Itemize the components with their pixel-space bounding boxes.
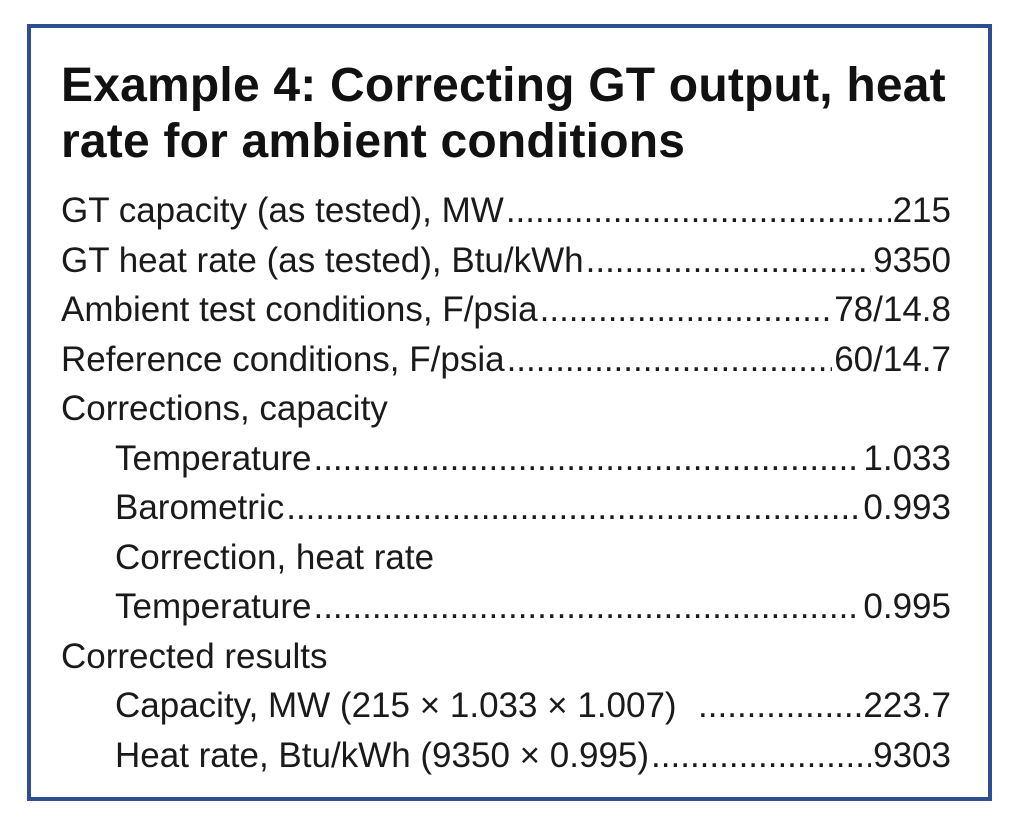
row-ambient-test-conditions: Ambient test conditions, F/psia 78/14.8 [61,285,951,335]
row-label: GT heat rate (as tested), Btu/kWh [61,240,584,280]
row-label: Barometric [115,488,285,527]
dot-leader [698,681,861,731]
row-value: 78/14.8 [834,290,951,329]
row-reference-conditions: Reference conditions, F/psia 60/14.7 [61,335,951,385]
box-title: Example 4: Correcting GT output, heat ra… [61,59,946,168]
row-value: 0.993 [863,488,951,527]
row-capacity-temperature: Temperature 1.033 [61,434,951,484]
row-label: Capacity, MW (215 × 1.033 × 1.007) [115,686,697,725]
dot-leader [313,434,861,484]
row-label: GT capacity (as tested), MW [61,191,504,230]
section-heading: Corrections, capacity [61,389,388,428]
row-value: 0.995 [863,587,951,626]
row-label: Temperature [115,438,312,478]
values-list: GT capacity (as tested), MW 215 GT heat … [61,186,951,780]
dot-leader [286,483,861,533]
row-label: Temperature [115,587,312,626]
section-heading: Correction, heat rate [115,537,435,577]
dot-leader [540,285,833,335]
dot-leader [507,335,833,385]
row-value: 223.7 [863,686,951,725]
row-gt-heat-rate: GT heat rate (as tested), Btu/kWh 9350 [61,236,951,286]
dot-leader [586,236,872,286]
row-corrected-heat-rate: Heat rate, Btu/kWh (9350 × 0.995) 9303 [61,731,951,781]
section-corrected-results: Corrected results [61,632,951,682]
dot-leader [506,186,891,236]
row-value: 215 [892,191,951,230]
section-heading: Corrected results [61,636,328,676]
section-correction-heat-rate: Correction, heat rate [61,533,951,583]
row-value: 9350 [873,240,951,280]
row-gt-capacity: GT capacity (as tested), MW 215 [61,186,951,236]
row-label: Heat rate, Btu/kWh (9350 × 0.995) [115,735,650,775]
row-label: Reference conditions, F/psia [61,339,505,379]
sidebar-box: Example 4: Correcting GT output, heat ra… [27,24,992,801]
row-label: Ambient test conditions, F/psia [61,290,538,329]
section-corrections-capacity: Corrections, capacity [61,384,951,434]
row-value: 1.033 [863,438,951,478]
row-corrected-capacity: Capacity, MW (215 × 1.033 × 1.007) 223.7 [61,681,951,731]
dot-leader [651,731,871,781]
row-capacity-barometric: Barometric 0.993 [61,483,951,533]
row-value: 60/14.7 [834,339,951,379]
row-value: 9303 [873,735,951,775]
dot-leader [313,582,861,632]
row-heat-rate-temperature: Temperature 0.995 [61,582,951,632]
